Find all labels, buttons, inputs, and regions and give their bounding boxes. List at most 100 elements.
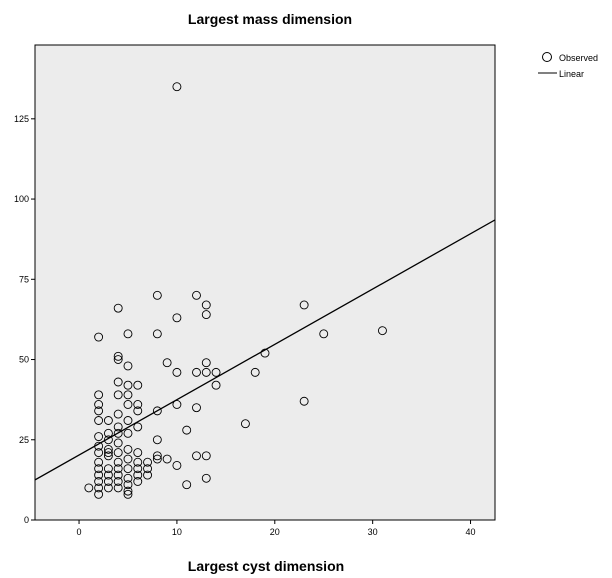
observed-point xyxy=(133,470,143,480)
observed-point xyxy=(172,460,182,470)
observed-point xyxy=(133,422,143,432)
observed-point xyxy=(240,419,250,429)
observed-point xyxy=(103,451,113,461)
observed-point xyxy=(133,400,143,409)
observed-point xyxy=(103,477,113,486)
observed-point xyxy=(152,451,162,461)
regression-line-layer xyxy=(35,219,495,481)
observed-point xyxy=(211,380,221,390)
observed-point xyxy=(319,329,329,339)
observed-point xyxy=(103,428,113,438)
observed-point xyxy=(113,470,123,480)
observed-point xyxy=(192,403,201,413)
observed-point xyxy=(201,367,211,377)
observed-point xyxy=(84,483,94,493)
observed-point xyxy=(172,82,182,92)
observed-point xyxy=(113,303,123,313)
x-tick-label: 0 xyxy=(77,527,82,537)
observed-point xyxy=(123,329,133,339)
observed-point xyxy=(94,332,104,342)
observed-point xyxy=(94,390,104,400)
observed-point xyxy=(260,348,270,358)
x-tick-label: 30 xyxy=(368,527,378,537)
observed-point xyxy=(192,367,201,377)
observed-point xyxy=(201,451,211,461)
observed-point xyxy=(152,290,162,300)
observed-point xyxy=(143,457,153,467)
observed-point xyxy=(113,377,123,387)
observed-point xyxy=(172,367,182,377)
observed-point xyxy=(123,489,133,499)
y-tick-label: 100 xyxy=(14,194,29,204)
observed-point xyxy=(103,435,113,445)
observed-point xyxy=(123,390,133,400)
observed-point xyxy=(113,422,123,432)
observed-point xyxy=(182,480,192,490)
observed-point xyxy=(123,454,133,464)
observed-point xyxy=(250,367,260,377)
plot-area xyxy=(34,44,496,521)
observed-point xyxy=(201,300,211,310)
observed-point xyxy=(113,355,123,364)
observed-point xyxy=(94,416,104,425)
observed-point xyxy=(123,361,133,371)
y-tick-label: 0 xyxy=(24,515,29,525)
legend-observed-label: Observed xyxy=(559,53,598,63)
observed-point xyxy=(94,464,104,474)
x-tick-label: 20 xyxy=(270,527,280,537)
observed-point xyxy=(123,486,133,496)
observed-point xyxy=(103,483,113,493)
observed-point xyxy=(172,313,182,323)
y-tick-label: 50 xyxy=(19,355,29,365)
observed-point xyxy=(123,444,133,454)
y-tick-label: 25 xyxy=(19,435,29,445)
observed-point xyxy=(94,489,104,499)
observed-point xyxy=(152,435,162,445)
observed-point xyxy=(123,380,133,390)
observed-point xyxy=(94,406,104,416)
observed-point xyxy=(377,326,387,336)
observed-point xyxy=(172,400,182,409)
observed-point xyxy=(113,409,123,419)
observed-point xyxy=(162,358,172,368)
legend: Observed Linear xyxy=(538,52,598,79)
observed-point xyxy=(103,416,113,425)
observed-point xyxy=(133,477,143,486)
observed-point xyxy=(94,477,104,486)
observed-point xyxy=(103,444,113,454)
observed-point xyxy=(152,454,162,464)
observed-point xyxy=(123,416,133,425)
observed-point xyxy=(152,329,162,339)
y-tick-label: 75 xyxy=(19,274,29,284)
observed-point xyxy=(113,438,123,448)
observed-point xyxy=(113,483,123,493)
observed-point xyxy=(113,464,123,474)
observed-point xyxy=(94,483,104,493)
observed-point xyxy=(123,428,133,438)
observed-point xyxy=(113,351,123,361)
observed-point xyxy=(201,358,211,368)
axis-ticks: 0 10 20 30 40 0 25 50 75 100 125 xyxy=(14,114,476,537)
observed-point xyxy=(123,400,133,409)
observed-point xyxy=(123,480,133,490)
observed-point xyxy=(113,477,123,486)
chart-title: Largest mass dimension xyxy=(188,11,352,27)
x-axis-label: Largest cyst dimension xyxy=(188,558,344,574)
observed-point xyxy=(201,473,211,483)
observed-point xyxy=(94,457,104,467)
observed-point xyxy=(94,448,104,458)
observed-points-layer xyxy=(84,82,387,499)
observed-point xyxy=(162,454,172,464)
observed-point xyxy=(182,425,192,435)
observed-point xyxy=(113,457,123,467)
legend-linear-label: Linear xyxy=(559,69,584,79)
observed-point xyxy=(192,451,201,461)
observed-point xyxy=(201,310,211,320)
observed-point xyxy=(103,470,113,480)
observed-point xyxy=(133,448,143,458)
observed-point xyxy=(123,464,133,474)
legend-observed-marker xyxy=(542,52,552,62)
observed-point xyxy=(299,300,309,310)
observed-point xyxy=(113,448,123,458)
